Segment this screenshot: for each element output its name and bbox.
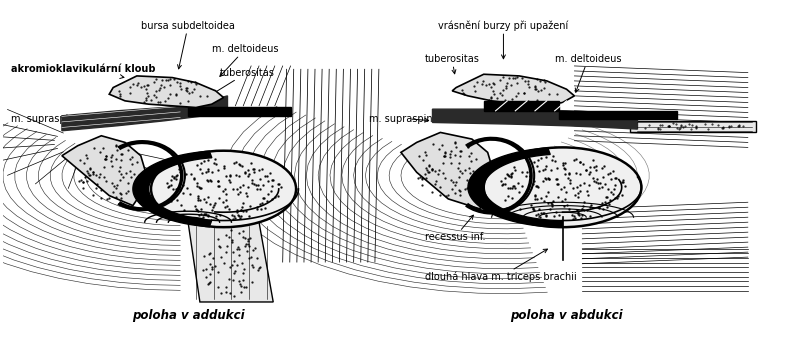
Text: recessus inf.: recessus inf. bbox=[425, 215, 485, 242]
Text: m. deltoideus: m. deltoideus bbox=[555, 54, 621, 92]
Text: bursa subdeltoidea: bursa subdeltoidea bbox=[141, 21, 235, 69]
Ellipse shape bbox=[484, 147, 642, 227]
Text: dlouhá hlava m. triceps brachii: dlouhá hlava m. triceps brachii bbox=[425, 249, 576, 282]
Polygon shape bbox=[110, 76, 224, 107]
Polygon shape bbox=[62, 136, 148, 206]
Text: poloha v addukci: poloha v addukci bbox=[132, 309, 245, 322]
Polygon shape bbox=[453, 74, 574, 106]
Text: m. supraspinatus: m. supraspinatus bbox=[369, 114, 454, 124]
Polygon shape bbox=[484, 101, 559, 111]
Ellipse shape bbox=[151, 151, 296, 227]
Polygon shape bbox=[433, 109, 638, 129]
Text: m. supraspinatus: m. supraspinatus bbox=[10, 114, 116, 124]
Polygon shape bbox=[62, 96, 228, 131]
Polygon shape bbox=[188, 222, 273, 302]
Polygon shape bbox=[133, 151, 212, 227]
Text: akromioklavikulární kloub: akromioklavikulární kloub bbox=[10, 64, 155, 78]
Text: poloha v abdukci: poloha v abdukci bbox=[511, 309, 622, 322]
Text: m. deltoideus: m. deltoideus bbox=[212, 44, 278, 76]
Polygon shape bbox=[188, 107, 291, 116]
Polygon shape bbox=[559, 111, 677, 119]
Polygon shape bbox=[630, 121, 756, 132]
Text: vrásnění burzy při upažení: vrásnění burzy při upažení bbox=[438, 21, 569, 59]
Polygon shape bbox=[401, 132, 495, 209]
Text: tuberositas: tuberositas bbox=[213, 68, 275, 94]
Polygon shape bbox=[468, 148, 563, 227]
Text: tuberositas: tuberositas bbox=[425, 54, 480, 74]
